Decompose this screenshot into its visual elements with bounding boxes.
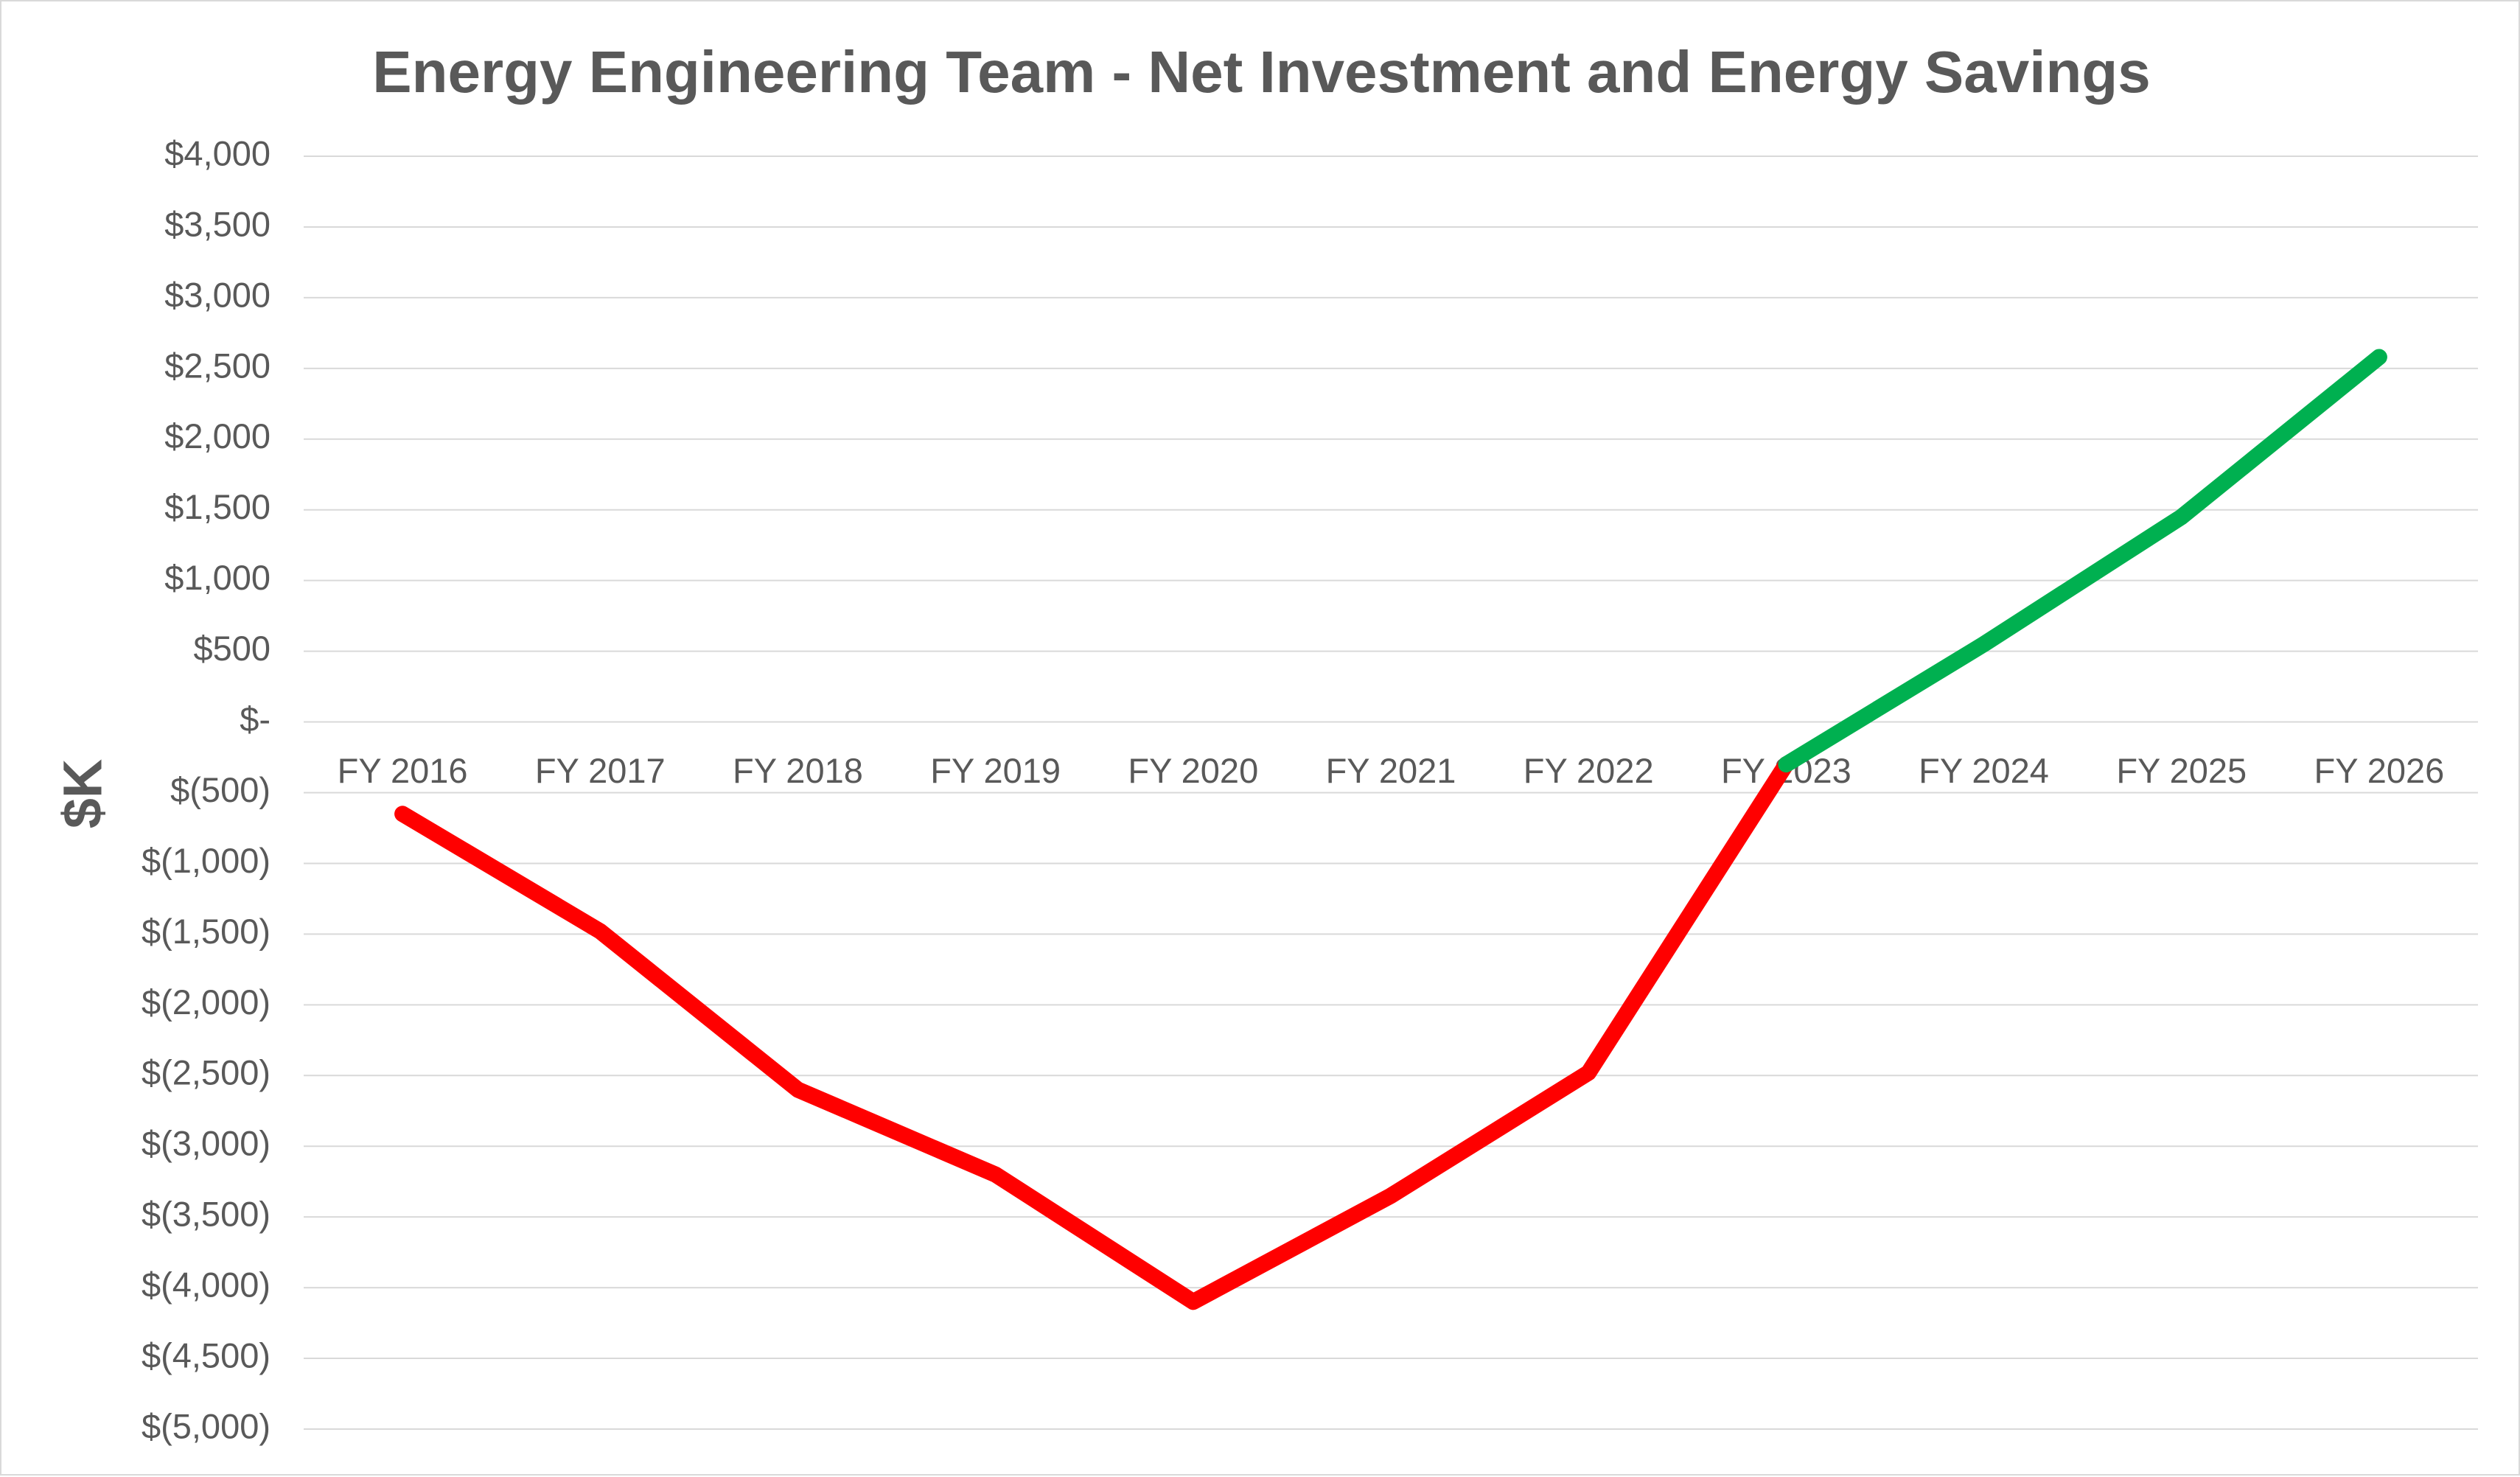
series-line-2: [1778, 349, 2387, 773]
x-tick-label: FY 2019: [930, 751, 1061, 790]
x-tick-label: FY 2021: [1326, 751, 1456, 790]
x-tick-label: FY 2026: [2314, 751, 2444, 790]
y-tick-label: $4,000: [164, 133, 271, 172]
y-tick-label: $-: [240, 699, 271, 738]
y-tick-label: $1,000: [164, 558, 271, 597]
x-tick-label: FY 2020: [1128, 751, 1258, 790]
y-tick-label: $3,500: [164, 204, 271, 243]
chart-title: Energy Engineering Team - Net Investment…: [372, 39, 2151, 105]
y-tick-label: $(5,000): [142, 1406, 271, 1445]
y-tick-label: $2,000: [164, 416, 271, 455]
gridlines: [304, 156, 2478, 1430]
x-tick-labels: FY 2016 FY 2017 FY 2018 FY 2019 FY 2020 FY 20…: [338, 751, 2445, 790]
y-tick-labels: $4,000 $3,500 $3,000 $2,500 $2,000 $1,500 $1,0…: [142, 133, 271, 1445]
series-lines: [394, 349, 2387, 1310]
y-tick-label: $2,500: [164, 346, 271, 385]
y-tick-label: $(2,500): [142, 1053, 271, 1092]
y-tick-label: $(4,000): [142, 1265, 271, 1305]
y-tick-label: $3,000: [164, 275, 271, 314]
y-tick-label: $(2,000): [142, 982, 271, 1022]
y-tick-label: $500: [193, 629, 271, 668]
y-tick-label: $(500): [170, 770, 271, 809]
x-tick-label: FY 2018: [733, 751, 863, 790]
y-tick-label: $(1,000): [142, 841, 271, 880]
y-tick-label: $1,500: [164, 487, 271, 526]
x-tick-label: FY 2025: [2116, 751, 2247, 790]
series-line-1: [394, 756, 1795, 1310]
x-tick-label: FY 2024: [1919, 751, 2049, 790]
x-tick-label: FY 2016: [338, 751, 468, 790]
y-tick-label: $(4,500): [142, 1335, 271, 1375]
x-tick-label: FY 2022: [1523, 751, 1654, 790]
x-tick-label: FY 2017: [535, 751, 666, 790]
y-tick-label: $(3,500): [142, 1195, 271, 1234]
y-tick-label: $(3,000): [142, 1124, 271, 1163]
y-tick-label: $(1,500): [142, 912, 271, 951]
